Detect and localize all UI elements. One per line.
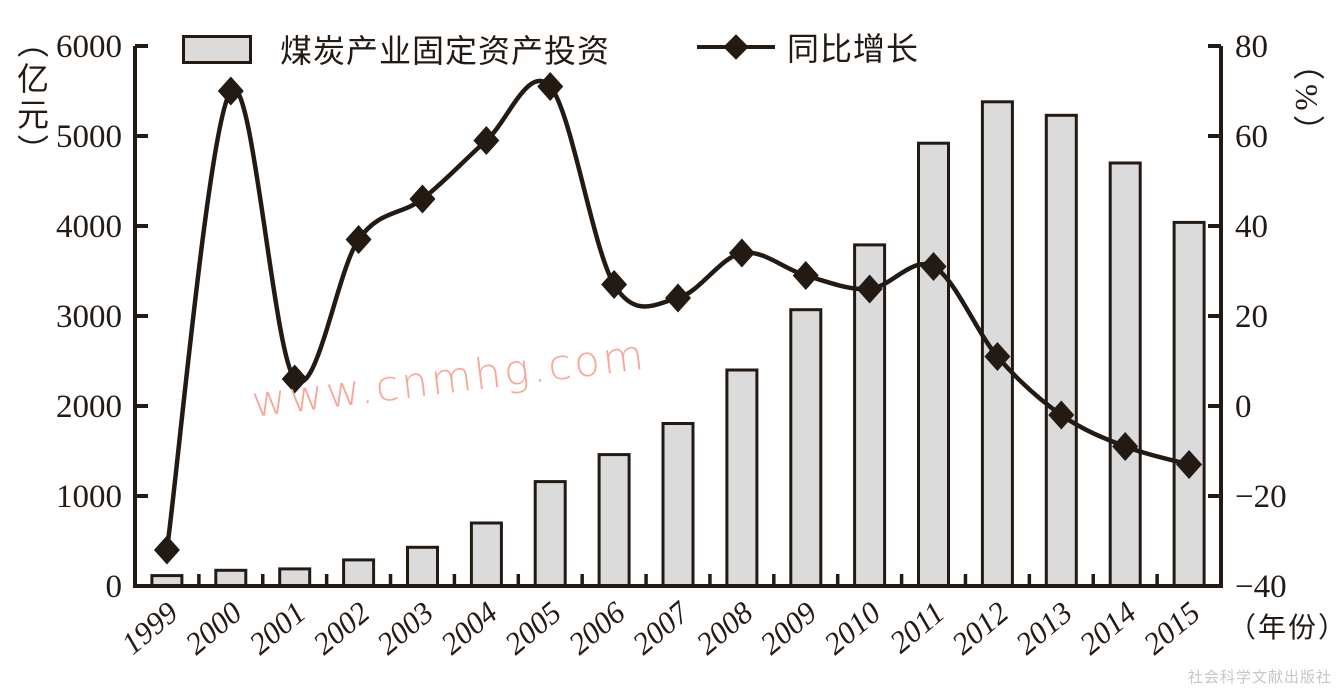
bar-2001 <box>278 567 312 588</box>
x-axis-tick-label-2004: 2004 <box>434 595 504 662</box>
bar-2014 <box>1108 161 1142 588</box>
legend-line-label: 同比增长 <box>787 31 920 67</box>
y-axis-tick-label-right: 80 <box>1235 29 1268 65</box>
x-axis-tick-label-2010: 2010 <box>817 594 887 661</box>
legend-bar-swatch <box>182 34 252 64</box>
bar-2011 <box>917 141 950 588</box>
bar-2005 <box>533 480 567 588</box>
y-axis-tick-label-right: 40 <box>1235 209 1268 245</box>
bar-2004 <box>469 521 503 588</box>
line-point-2003 <box>409 184 436 214</box>
growth-line <box>164 78 1190 551</box>
y-axis-tick-label-left: 1000 <box>56 479 122 515</box>
y-axis-tick-label-left: 6000 <box>56 29 122 65</box>
x-axis-tick-label-2014: 2014 <box>1073 595 1143 662</box>
x-axis-tick-label-2007: 2007 <box>626 594 697 662</box>
line-point-2006 <box>601 270 628 299</box>
line-point-2011 <box>920 252 947 281</box>
line-point-2015 <box>1176 450 1203 479</box>
y-axis-tick-label-right: 20 <box>1235 299 1268 335</box>
x-axis-tick-label-2002: 2002 <box>306 595 376 662</box>
x-axis-tick-label-2009: 2009 <box>753 595 823 662</box>
legend-line-item: 同比增长 <box>697 24 919 70</box>
bar-2009 <box>789 308 823 588</box>
left-axis-title: （亿元） <box>13 26 49 170</box>
y-axis-tick-label-left: 2000 <box>56 389 122 425</box>
x-axis-tick-label-2000: 2000 <box>178 594 248 661</box>
line-point-2010 <box>856 274 883 304</box>
legend-bar-label: 煤炭产业固定资产投资 <box>280 33 611 69</box>
x-axis-tick-label-2013: 2013 <box>1009 595 1079 662</box>
line-point-2005 <box>537 72 564 101</box>
y-axis-tick-label-right: 0 <box>1235 389 1252 425</box>
x-axis-tick-label-2006: 2006 <box>562 594 632 661</box>
legend-bar-item: 煤炭产业固定资产投资 <box>182 26 610 72</box>
line-point-2012 <box>984 342 1011 371</box>
x-axis-tick-label-2001: 2001 <box>242 595 312 662</box>
x-axis-tick-label-2015: 2015 <box>1137 595 1207 662</box>
line-point-2014 <box>1112 432 1139 461</box>
x-axis-tick-label-2012: 2012 <box>945 595 1015 662</box>
legend-line-diamond-icon <box>723 34 749 60</box>
legend-line-marker <box>697 34 775 60</box>
y-axis-tick-label-right: −20 <box>1235 479 1287 515</box>
line-point-2007 <box>665 283 691 313</box>
line-point-2008 <box>728 238 755 268</box>
bar-2006 <box>597 453 631 588</box>
bar-2003 <box>406 545 439 588</box>
line-point-2002 <box>345 225 372 254</box>
y-axis-tick-label-left: 3000 <box>56 299 122 335</box>
bar-2008 <box>725 368 759 588</box>
y-axis-tick-label-left: 0 <box>106 569 123 605</box>
bar-2007 <box>661 422 695 588</box>
watermark-publisher: 社会科学文献出版社 <box>1187 670 1332 686</box>
x-axis-tick-label-2005: 2005 <box>498 595 568 662</box>
x-axis-title: （年份） <box>1228 613 1336 644</box>
y-axis-tick-label-left: 4000 <box>56 209 122 245</box>
x-axis-tick-label-2003: 2003 <box>370 595 440 662</box>
x-axis-tick-label-2008: 2008 <box>689 594 759 661</box>
bar-2015 <box>1172 220 1206 588</box>
line-point-2009 <box>792 261 819 290</box>
y-axis-tick-label-right: −40 <box>1235 569 1287 605</box>
bar-2000 <box>214 568 248 588</box>
y-axis-tick-label-left: 5000 <box>56 119 122 155</box>
y-axis-tick-label-right: 60 <box>1235 119 1268 155</box>
line-point-1999 <box>153 535 180 565</box>
line-point-2001 <box>281 364 308 394</box>
bar-2013 <box>1044 113 1078 588</box>
x-axis-tick-label-1999: 1999 <box>114 595 184 662</box>
line-point-2013 <box>1048 400 1075 430</box>
line-point-2000 <box>217 76 244 106</box>
bar-2002 <box>342 558 376 588</box>
bar-2010 <box>853 243 887 588</box>
x-axis-tick-label-2011: 2011 <box>883 595 951 660</box>
line-point-2004 <box>473 126 500 155</box>
right-axis-title: （%） <box>1289 48 1325 151</box>
